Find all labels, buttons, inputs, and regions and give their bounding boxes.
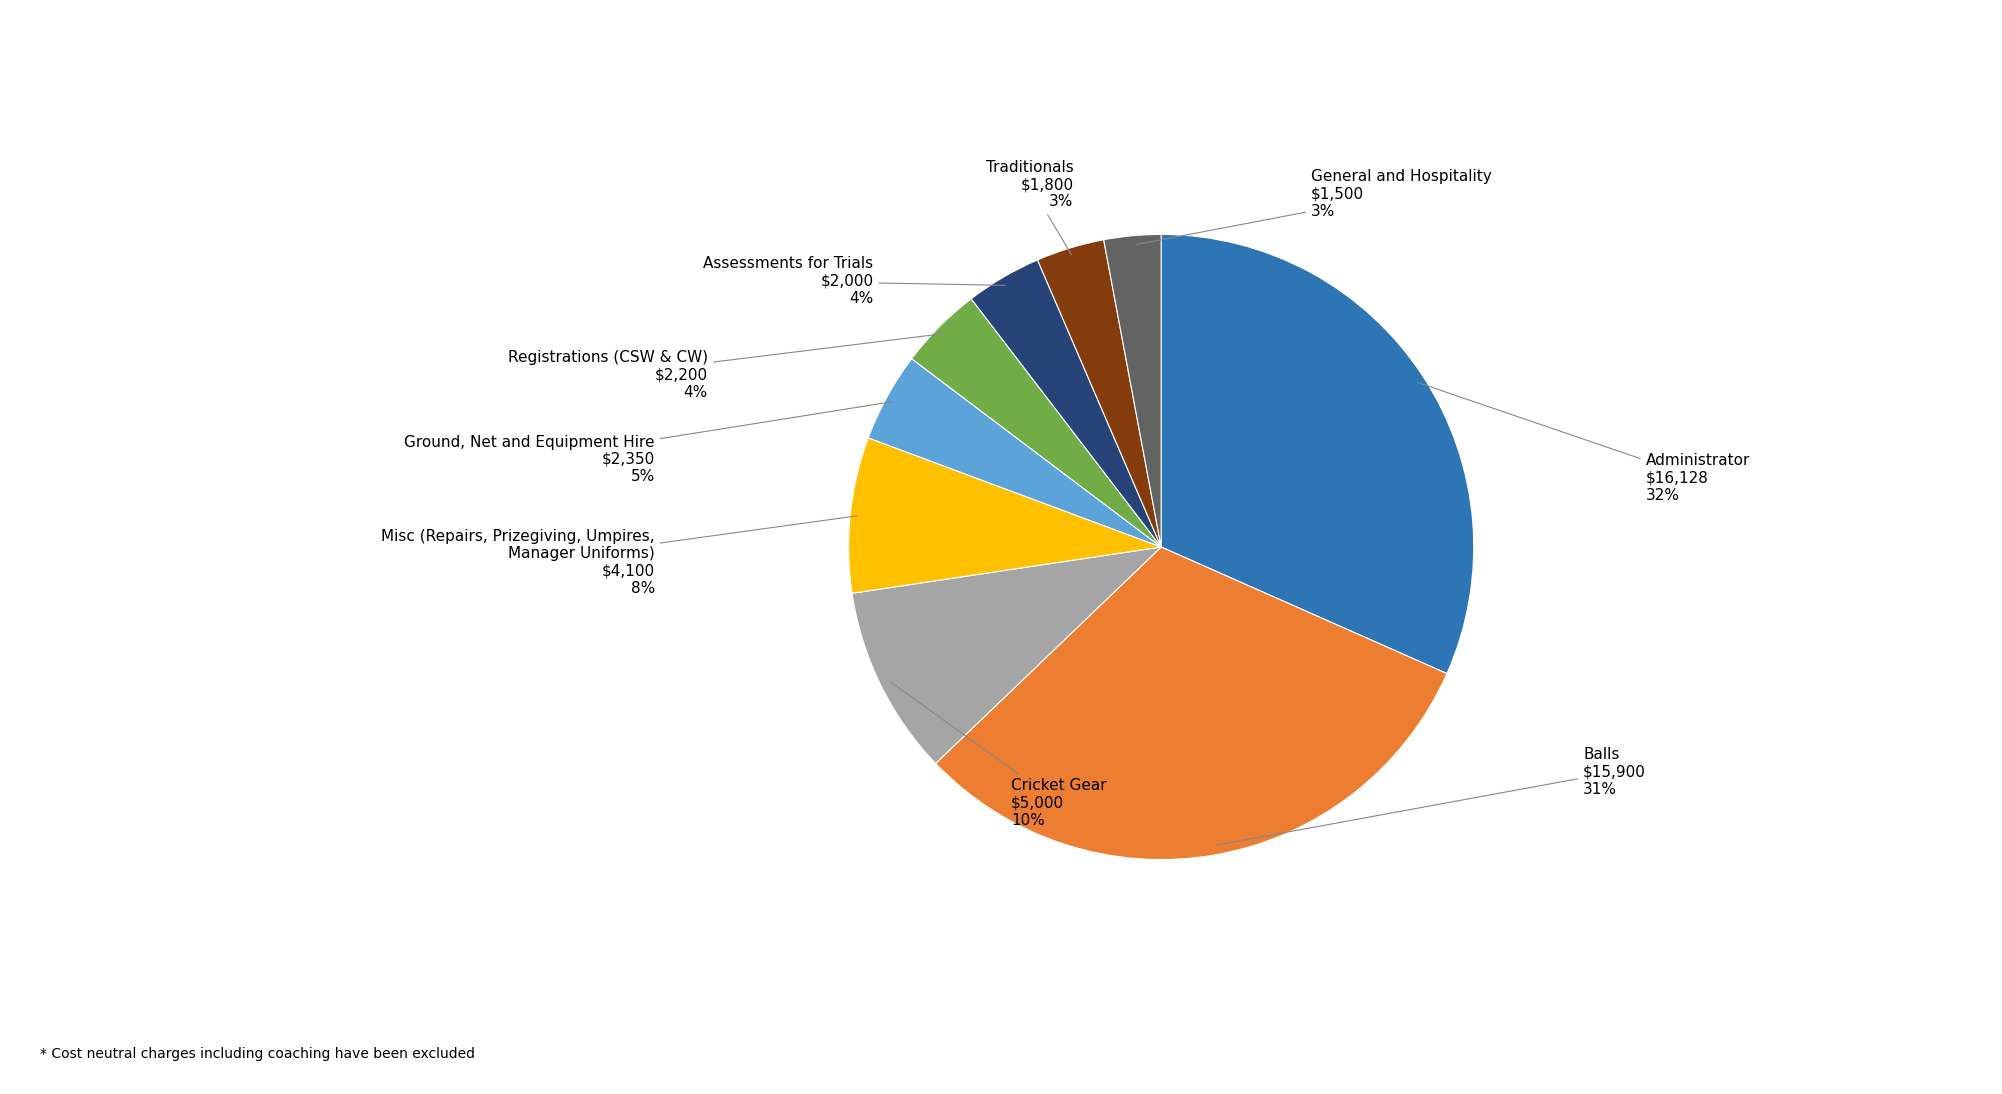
Wedge shape (849, 438, 1161, 593)
Wedge shape (935, 547, 1447, 860)
Text: Cricket Gear
$5,000
10%: Cricket Gear $5,000 10% (891, 683, 1107, 828)
Text: Administrator
$16,128
32%: Administrator $16,128 32% (1417, 383, 1750, 503)
Text: Ground, Net and Equipment Hire
$2,350
5%: Ground, Net and Equipment Hire $2,350 5% (404, 401, 893, 485)
Text: Balls
$15,900
31%: Balls $15,900 31% (1217, 747, 1646, 846)
Text: Registrations (CSW & CW)
$2,200
4%: Registrations (CSW & CW) $2,200 4% (509, 334, 943, 400)
Wedge shape (911, 299, 1161, 547)
Wedge shape (1037, 240, 1161, 547)
Wedge shape (1103, 234, 1161, 547)
Text: Assessments for Trials
$2,000
4%: Assessments for Trials $2,000 4% (703, 256, 1005, 306)
Wedge shape (869, 359, 1161, 547)
Wedge shape (1161, 234, 1473, 674)
Wedge shape (853, 547, 1161, 764)
Text: * Cost neutral charges including coaching have been excluded: * Cost neutral charges including coachin… (40, 1047, 474, 1061)
Text: Traditionals
$1,800
3%: Traditionals $1,800 3% (985, 160, 1073, 255)
Text: Misc (Repairs, Prizegiving, Umpires,
Manager Uniforms)
$4,100
8%: Misc (Repairs, Prizegiving, Umpires, Man… (380, 516, 857, 596)
Text: General and Hospitality
$1,500
3%: General and Hospitality $1,500 3% (1135, 168, 1491, 245)
Wedge shape (971, 260, 1161, 547)
